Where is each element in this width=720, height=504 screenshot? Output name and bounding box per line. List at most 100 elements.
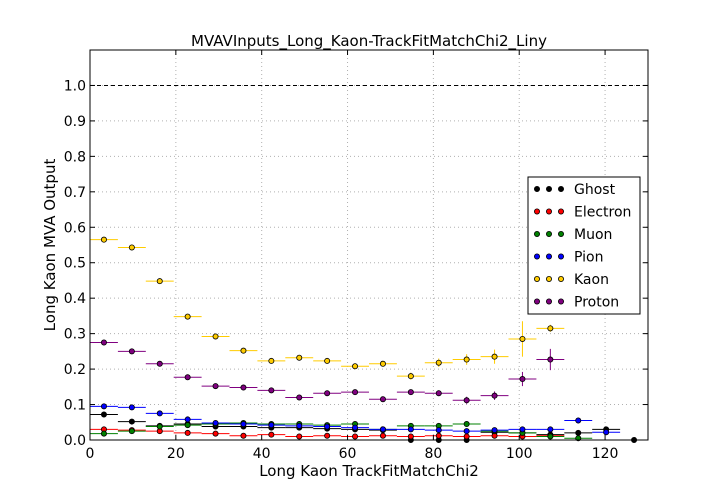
data-point <box>491 353 498 360</box>
data-point <box>352 433 359 440</box>
legend-box <box>527 176 641 315</box>
legend-marker <box>558 253 565 260</box>
data-point <box>268 422 275 429</box>
data-point <box>547 356 554 363</box>
data-point <box>379 360 386 367</box>
data-point <box>575 429 582 436</box>
x-axis-title: Long Kaon TrackFitMatchChi2 <box>259 462 479 480</box>
data-point <box>603 429 610 436</box>
series-layer <box>90 236 648 443</box>
series-pion <box>90 403 621 436</box>
data-point <box>352 363 359 370</box>
x-tick-label: 80 <box>424 446 442 462</box>
legend-marker <box>546 208 553 215</box>
data-point <box>407 426 414 433</box>
data-point <box>100 236 107 243</box>
data-point <box>463 433 470 440</box>
data-point <box>352 389 359 396</box>
data-point <box>184 429 191 436</box>
data-point <box>519 376 526 383</box>
x-tick-label: 0 <box>86 446 95 462</box>
data-point <box>184 313 191 320</box>
data-point <box>156 423 163 430</box>
data-point <box>407 433 414 440</box>
data-point <box>407 373 414 380</box>
legend-marker <box>558 208 565 215</box>
data-point <box>547 426 554 433</box>
data-point <box>463 421 470 428</box>
legend-marker <box>558 230 565 237</box>
data-point <box>212 333 219 340</box>
data-point <box>268 357 275 364</box>
x-tick-label: 40 <box>253 446 271 462</box>
y-tick-label: 0.0 <box>64 433 86 449</box>
x-tick-labels: 0 20 40 60 80 100 120 <box>86 446 619 462</box>
x-tick-label: 120 <box>592 446 619 462</box>
legend-marker <box>534 253 541 260</box>
legend-marker <box>534 230 541 237</box>
data-point <box>379 396 386 403</box>
legend-marker <box>558 298 565 305</box>
y-tick-label: 0.2 <box>64 362 86 378</box>
legend-marker <box>546 275 553 282</box>
y-tick-label: 0.6 <box>64 220 86 236</box>
legend-marker <box>534 185 541 192</box>
data-point <box>212 430 219 437</box>
data-point <box>491 427 498 434</box>
data-point <box>519 335 526 342</box>
data-point <box>156 410 163 417</box>
legend-marker <box>558 275 565 282</box>
data-point <box>100 403 107 410</box>
legend-marker <box>534 208 541 215</box>
data-point <box>519 426 526 433</box>
data-point <box>296 394 303 401</box>
legend-label: Pion <box>574 250 603 266</box>
data-point <box>324 432 331 439</box>
y-tick-label: 0.7 <box>64 185 86 201</box>
data-point <box>296 422 303 429</box>
data-point <box>547 325 554 332</box>
data-point <box>184 374 191 381</box>
axis-ticks <box>89 50 648 441</box>
series-proton <box>90 339 565 404</box>
legend-label: Proton <box>574 295 619 311</box>
data-point <box>184 422 191 429</box>
y-tick-labels: 0.0 0.1 0.2 0.3 0.4 0.5 0.6 0.7 0.8 0.9 1.0 <box>64 78 86 449</box>
y-tick-label: 0.5 <box>64 256 86 272</box>
data-point <box>100 430 107 437</box>
data-point <box>156 278 163 285</box>
data-point <box>463 356 470 363</box>
data-point <box>324 357 331 364</box>
data-point <box>296 433 303 440</box>
legend-label: Electron <box>574 205 631 221</box>
data-point <box>435 427 442 434</box>
data-point <box>407 389 414 396</box>
data-point <box>296 354 303 361</box>
data-point <box>156 360 163 367</box>
y-tick-label: 0.1 <box>64 398 86 414</box>
data-point <box>379 432 386 439</box>
legend-marker <box>546 230 553 237</box>
data-point <box>435 432 442 439</box>
data-point <box>463 397 470 404</box>
data-point <box>128 418 135 425</box>
data-point <box>100 339 107 346</box>
data-point <box>268 431 275 438</box>
data-point <box>547 433 554 440</box>
data-point <box>240 384 247 391</box>
plot-frame <box>89 49 649 441</box>
y-tick-label: 0.8 <box>64 149 86 165</box>
data-point <box>100 411 107 418</box>
data-point <box>128 348 135 355</box>
data-point <box>324 390 331 397</box>
x-tick-label: 100 <box>506 446 533 462</box>
series-kaon <box>90 236 565 380</box>
data-point <box>435 390 442 397</box>
legend-marker <box>546 253 553 260</box>
legend-marker <box>534 275 541 282</box>
legend-marker <box>546 298 553 305</box>
y-tick-label: 0.4 <box>64 291 86 307</box>
data-point <box>491 392 498 399</box>
data-point <box>240 432 247 439</box>
